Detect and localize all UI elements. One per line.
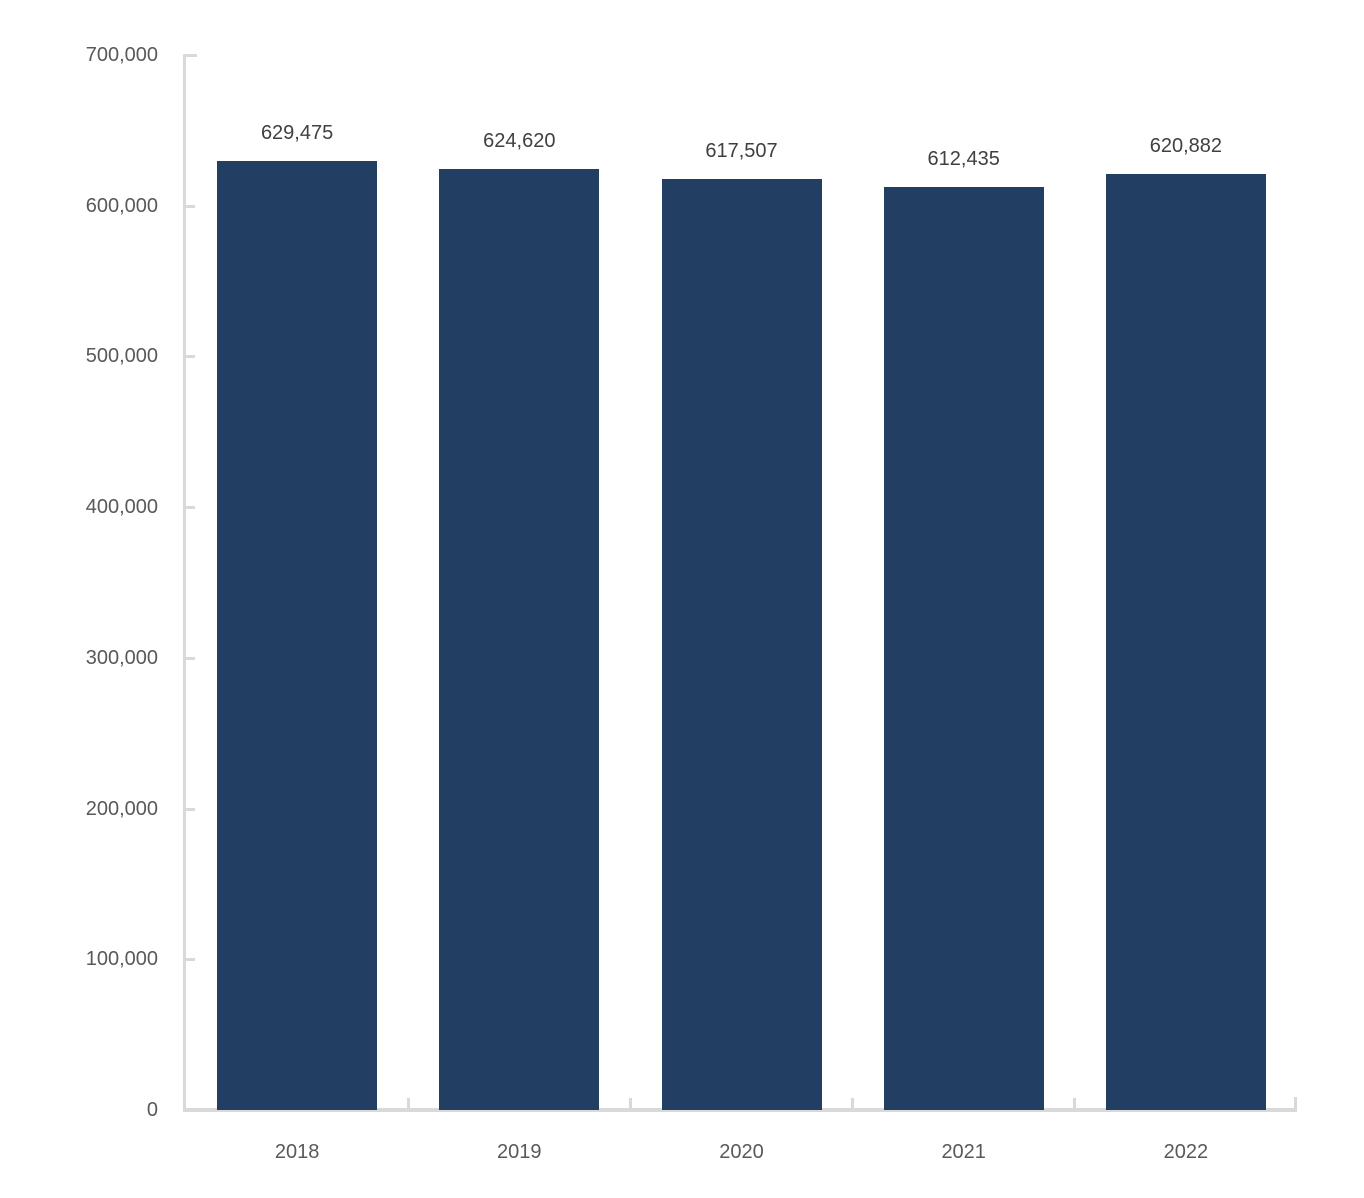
x-axis-category-label: 2019 [497, 1141, 542, 1163]
bar-value-label: 620,882 [1149, 135, 1223, 158]
y-axis-tick-label: 0 [146, 1099, 158, 1121]
x-axis-tick-mark [1073, 1098, 1077, 1108]
x-axis-category-label: 2022 [1163, 1141, 1209, 1163]
y-axis-line [183, 55, 186, 1112]
y-axis-tick-mark [186, 656, 195, 660]
y-axis-tick-mark [186, 958, 195, 962]
bar-2022 [1105, 174, 1266, 1110]
x-axis-tick-mark [1294, 1097, 1297, 1108]
y-axis-tick-mark [186, 355, 195, 359]
x-axis-category-label: 2018 [274, 1141, 320, 1163]
y-axis-tick-label: 200,000 [85, 797, 158, 820]
x-axis-category-label: 2020 [719, 1141, 764, 1163]
y-axis-tick-mark [186, 807, 195, 811]
y-axis-tick-mark [183, 54, 197, 57]
x-axis-tick-mark [851, 1098, 855, 1108]
x-axis-category-label: 2021 [941, 1141, 986, 1163]
bar-2018 [217, 161, 378, 1110]
bar-2020 [661, 179, 822, 1110]
bar-value-label: 629,475 [260, 122, 334, 145]
x-axis-tick-mark [406, 1098, 410, 1108]
y-axis-tick-label: 700,000 [85, 44, 158, 66]
bar-value-label: 624,620 [483, 129, 556, 152]
bar-2021 [883, 186, 1044, 1110]
y-axis-tick-label: 600,000 [85, 194, 158, 217]
y-axis-tick-label: 500,000 [85, 345, 158, 368]
x-axis-tick-mark [628, 1098, 632, 1108]
y-axis-tick-mark [186, 506, 195, 510]
bar-2019 [439, 168, 600, 1110]
y-axis-tick-label: 100,000 [85, 948, 158, 971]
bar-value-label: 617,507 [705, 140, 778, 163]
y-axis-tick-label: 300,000 [85, 646, 158, 669]
x-axis-line [183, 1108, 1297, 1112]
bar-value-label: 612,435 [927, 147, 1000, 170]
y-axis-tick-mark [186, 204, 195, 208]
y-axis-tick-label: 400,000 [85, 496, 158, 519]
